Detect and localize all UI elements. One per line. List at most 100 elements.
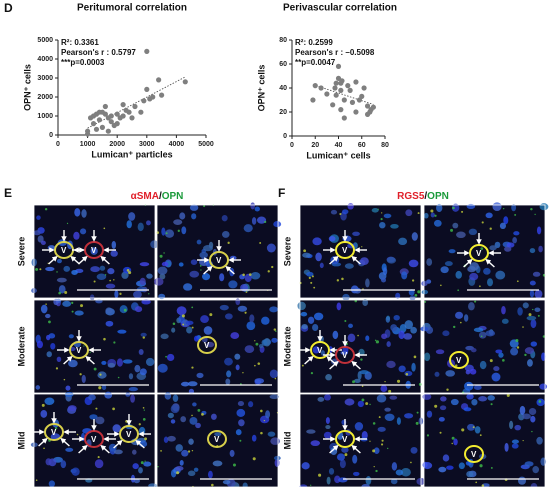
nucleus [190, 259, 198, 265]
nucleus [422, 462, 433, 470]
nucleus [105, 283, 116, 289]
nucleus [236, 408, 246, 417]
nucleus [242, 482, 248, 487]
nucleus [167, 412, 174, 419]
point [102, 103, 108, 110]
nucleus [410, 326, 417, 334]
vessel [197, 336, 217, 354]
nucleus [172, 394, 179, 403]
nucleus [45, 458, 52, 466]
speck [310, 281, 313, 284]
speck [479, 464, 483, 468]
nucleus [107, 268, 115, 275]
speck [490, 466, 493, 469]
vessel [469, 244, 489, 262]
nucleus [167, 435, 176, 442]
speck [515, 338, 519, 343]
nucleus [48, 333, 56, 339]
speck [163, 252, 165, 254]
point [353, 109, 359, 115]
speck [260, 409, 263, 413]
image-border [33, 393, 156, 487]
nucleus [179, 460, 184, 466]
nucleus [405, 209, 413, 217]
speck [89, 351, 91, 354]
nucleus [111, 240, 117, 249]
point [126, 109, 132, 115]
nucleus [138, 348, 144, 356]
nucleus [342, 293, 350, 301]
speck [109, 279, 112, 282]
point [361, 85, 367, 91]
nucleus [312, 237, 322, 246]
speck [480, 335, 483, 338]
nucleus [362, 298, 369, 307]
nucleus [160, 333, 169, 340]
speck [56, 271, 58, 273]
x-tick-label: 40 [335, 142, 343, 149]
micrograph: V [33, 298, 156, 394]
speck [191, 449, 194, 452]
nucleus [438, 416, 445, 422]
nucleus [113, 449, 123, 455]
y-tick-label: 5000 [37, 37, 53, 44]
nucleus [139, 368, 147, 376]
nucleus [35, 385, 41, 390]
speck [83, 345, 85, 347]
x-tick-label: 60 [358, 142, 366, 149]
speck [177, 229, 180, 232]
nucleus [273, 221, 282, 228]
nucleus [528, 408, 537, 416]
point [353, 79, 359, 85]
point [341, 115, 347, 121]
speck [191, 326, 194, 329]
speck [113, 279, 115, 281]
nucleus [440, 396, 447, 402]
nucleus [56, 258, 62, 264]
speck [211, 483, 214, 487]
speck [252, 457, 256, 461]
arrow [329, 360, 339, 370]
nucleus [458, 462, 465, 470]
speck [93, 367, 97, 371]
speck [381, 439, 384, 442]
speck [232, 463, 236, 467]
nucleus [354, 287, 361, 294]
nucleus [324, 394, 331, 401]
speck [43, 447, 45, 450]
speck [199, 265, 202, 267]
x-tick-label: 2000 [109, 141, 125, 148]
nucleus [451, 203, 460, 212]
speck [396, 379, 401, 383]
nucleus [138, 467, 143, 474]
vessel-label: V [61, 246, 67, 255]
nucleus [381, 333, 388, 340]
speck [103, 337, 106, 341]
nucleus [237, 305, 248, 312]
nucleus [395, 469, 404, 476]
speck [267, 270, 270, 273]
point [318, 85, 324, 91]
speck [142, 336, 145, 339]
arrow [70, 255, 80, 265]
nucleus [522, 302, 529, 309]
nucleus [89, 294, 95, 301]
nucleus [530, 483, 538, 487]
nucleus [164, 229, 175, 238]
nucleus [312, 324, 319, 332]
nucleus [40, 409, 48, 418]
x-tick-label: 5000 [198, 141, 214, 148]
speck [417, 290, 421, 294]
nucleus [300, 311, 308, 317]
y-tick-label: 60 [279, 61, 287, 68]
nucleus [478, 331, 487, 339]
nucleus [176, 306, 187, 316]
nucleus [403, 333, 413, 340]
nucleus [36, 340, 43, 349]
speck [260, 431, 263, 435]
speck [451, 436, 455, 440]
nucleus [178, 262, 184, 267]
vessel-label: V [342, 246, 348, 255]
speck [414, 294, 418, 297]
nucleus [489, 245, 497, 251]
